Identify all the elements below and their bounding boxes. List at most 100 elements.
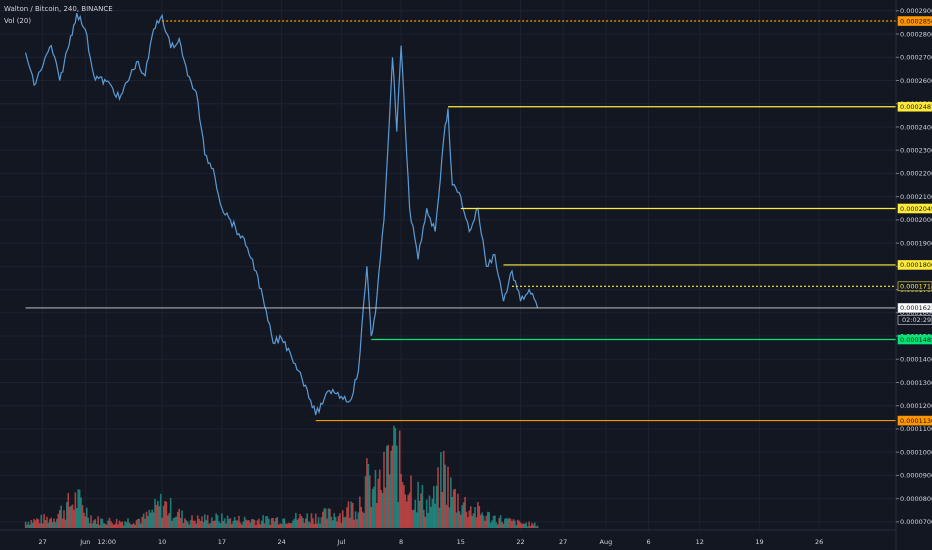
time-tick-label: 24 [277, 538, 285, 546]
time-tick-label: 27 [39, 538, 47, 546]
volume-bar [445, 504, 448, 528]
price-tag-label: 0.0001485 [900, 336, 932, 344]
volume-bar [421, 484, 424, 528]
volume-bar [124, 521, 126, 528]
volume-bar [522, 523, 525, 528]
volume-bar [334, 516, 337, 528]
volume-bar [404, 494, 407, 528]
volume-bar [414, 499, 417, 528]
volume-bar [110, 521, 112, 528]
price-tag-label: 0.0001806 [900, 261, 932, 269]
volume-bar [403, 485, 405, 528]
volume-bar [115, 518, 118, 528]
volume-bar [107, 520, 109, 528]
volume-bar [359, 496, 361, 528]
volume-bar [330, 516, 333, 528]
volume-bar [130, 524, 132, 528]
volume-bar [536, 525, 539, 528]
volume-bar [205, 520, 208, 528]
volume-bar [323, 508, 326, 528]
price-tick-label: 0.0002700 [900, 54, 932, 62]
volume-bar [122, 525, 125, 528]
volume-bar [393, 425, 395, 528]
volume-bar [201, 516, 203, 528]
price-tick-label: 0.0002000 [900, 216, 932, 224]
price-tick-label: 0.0002800 [900, 30, 932, 38]
volume-bar [127, 518, 129, 528]
volume-bar [417, 481, 419, 528]
volume-bar [340, 522, 343, 528]
volume-bar [194, 520, 196, 528]
volume-bar [326, 518, 328, 528]
volume-bar [88, 523, 91, 528]
volume-bar [57, 513, 60, 528]
volume-bar [529, 525, 532, 528]
price-tag [897, 101, 932, 112]
time-axis: 27 Jun 12:00 10 17 24 Jul 8 15 22 27 Aug 6 12 19 26 [0, 529, 896, 546]
volume-bar [287, 522, 290, 528]
volume-bar [484, 520, 486, 528]
volume-bar [34, 520, 37, 528]
volume-bar [238, 515, 240, 528]
volume-bar [440, 452, 442, 528]
volume-indicator-label[interactable]: Vol (20) [4, 17, 32, 25]
volume-bar [396, 445, 398, 528]
volume-bar [100, 518, 102, 528]
volume-bar [283, 518, 286, 528]
volume-bar [148, 509, 151, 528]
volume-bar [322, 511, 324, 528]
volume-bar [363, 513, 365, 528]
volume-bar [226, 515, 229, 528]
volume-bar [304, 518, 307, 528]
volume-bar [243, 516, 246, 528]
volume-bar [354, 511, 357, 528]
volume-bar [47, 522, 50, 528]
volume-bar [216, 515, 219, 528]
volume-bar [179, 517, 182, 528]
volume-bar [504, 518, 506, 528]
volume-bar [295, 512, 297, 528]
volume-bar [489, 522, 492, 528]
volume-bar [94, 519, 97, 528]
volume-bar [535, 526, 537, 528]
volume-bar [165, 501, 168, 528]
volume-bar [85, 507, 88, 528]
volume-bar [208, 523, 210, 528]
volume-bar [37, 519, 40, 528]
volume-bar [188, 524, 190, 528]
price-axis: 0.0000700 0.0000800 0.0000900 0.0001000 0.00… [895, 0, 932, 550]
volume-bar [81, 505, 84, 528]
volume-bar [174, 517, 176, 528]
volume-bar [386, 445, 388, 528]
volume-bar [309, 522, 311, 528]
volume-bar [250, 519, 253, 528]
volume-bar [511, 521, 513, 528]
price-tag-label: 0.0001714 [900, 283, 932, 291]
volume-bar [418, 500, 421, 528]
volume-bar [383, 451, 385, 528]
price-tag [897, 16, 932, 26]
volume-bar [431, 498, 434, 528]
volume-bar [384, 487, 387, 528]
horizontal-levels [25, 20, 896, 422]
volume-bar [306, 513, 308, 528]
time-tick-label: Jul [336, 538, 345, 546]
volume-bar [272, 517, 274, 528]
volume-bar [472, 513, 475, 528]
volume-bar [361, 511, 364, 528]
volume-bar [231, 524, 233, 528]
volume-bar [430, 506, 432, 528]
price-tag [897, 260, 932, 270]
volume-bar [74, 492, 77, 528]
volume-bar [154, 498, 156, 528]
volume-bar [114, 523, 116, 528]
volume-bar [457, 493, 459, 528]
volume-bar [248, 520, 250, 528]
volume-bar [420, 493, 422, 528]
volume-bar [29, 524, 31, 528]
volume-bar [346, 507, 348, 528]
volume-bar [120, 522, 122, 528]
volume-bar [339, 513, 341, 528]
volume-bar [279, 523, 281, 528]
